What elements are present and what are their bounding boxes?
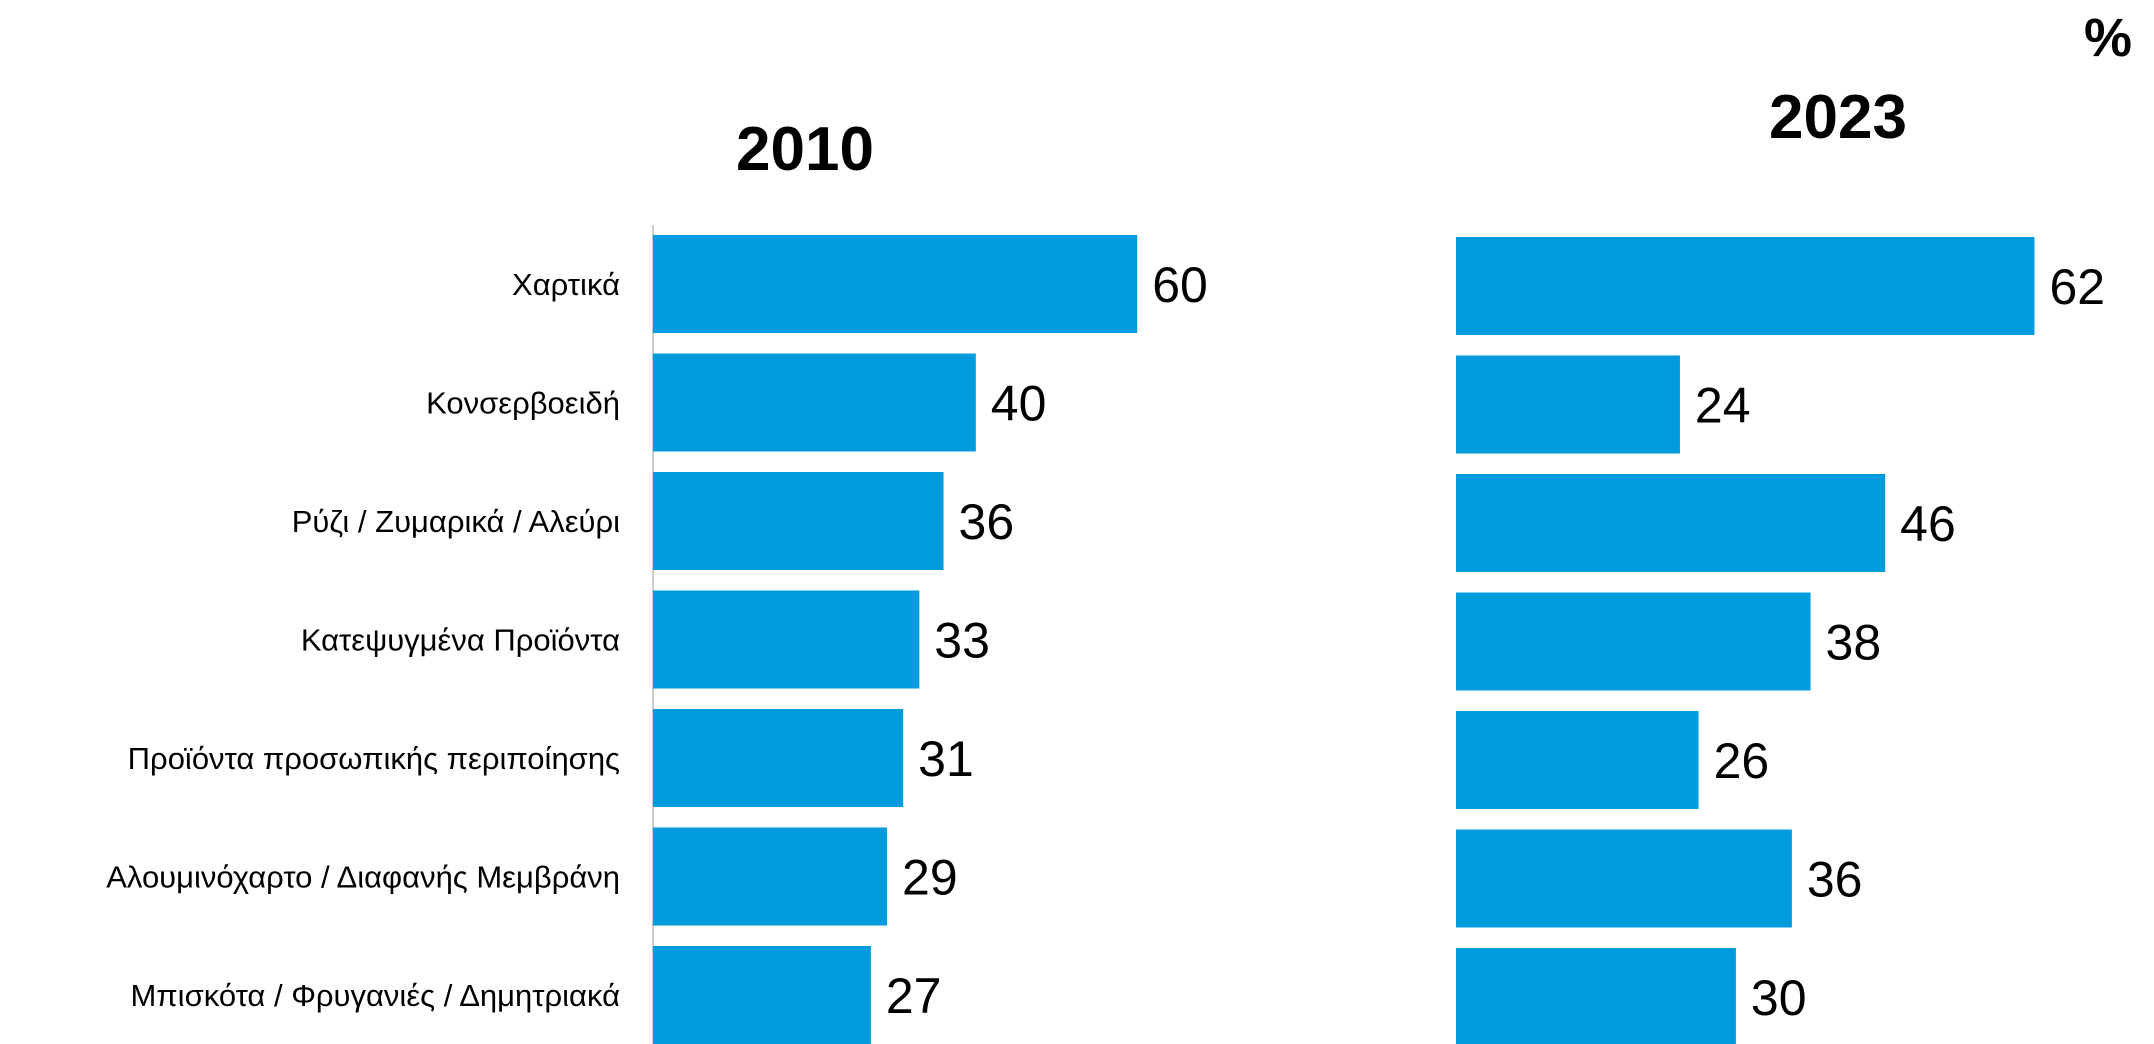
category-label: Ρύζι / Ζυμαρικά / Αλεύρι (292, 504, 620, 539)
bar-2010-0 (653, 235, 1138, 333)
category-label: Χαρτικά (512, 267, 620, 302)
category-label: Προϊόντα προσωπικής περιποίησης (128, 741, 620, 776)
bar-2010-4 (653, 709, 904, 807)
value-label: 30 (1751, 970, 1807, 1026)
value-label: 24 (1695, 378, 1751, 434)
bar-2023-2 (1456, 474, 1886, 572)
value-label: 26 (1714, 733, 1770, 789)
bar-2010-3 (653, 590, 920, 689)
value-label: 27 (886, 968, 942, 1024)
value-label: 62 (2049, 259, 2105, 315)
category-label: Κονσερβοειδή (426, 386, 620, 421)
value-label: 36 (1807, 852, 1863, 908)
value-label: 33 (934, 613, 990, 669)
value-label: 29 (902, 850, 958, 906)
bar-2023-6 (1456, 948, 1736, 1044)
unit-label: % (2084, 8, 2132, 68)
bar-2023-1 (1456, 355, 1680, 454)
bar-2010-5 (653, 827, 888, 926)
category-label: Αλουμινόχαρτο / Διαφανής Μεμβράνη (106, 860, 620, 895)
value-label: 31 (918, 731, 974, 787)
bar-2023-3 (1456, 592, 1811, 691)
series-title-2023: 2023 (1769, 83, 1907, 152)
series-title-2010: 2010 (736, 115, 874, 184)
value-label: 38 (1826, 615, 1882, 671)
bar-2010-6 (653, 946, 871, 1044)
category-label: Μπισκότα / Φρυγανιές / Δημητριακά (130, 978, 620, 1013)
bar-2023-5 (1456, 829, 1792, 928)
category-label: Κατεψυγμένα Προϊόντα (301, 623, 620, 658)
bar-2023-0 (1456, 237, 2035, 335)
value-label: 60 (1152, 257, 1208, 313)
bar-2023-4 (1456, 711, 1699, 809)
bar-2010-1 (653, 353, 976, 452)
value-label: 36 (959, 494, 1015, 550)
bar-2010-2 (653, 472, 944, 570)
value-label: 40 (991, 376, 1047, 432)
value-label: 46 (1900, 496, 1956, 552)
